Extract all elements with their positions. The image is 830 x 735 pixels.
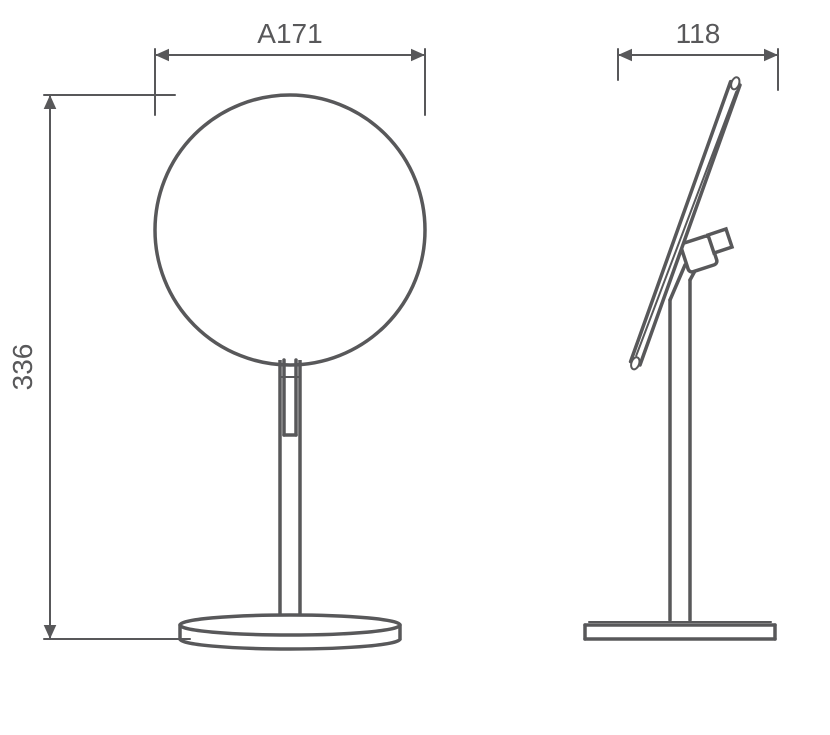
dimension-label: 336 bbox=[7, 344, 38, 391]
dimension-label: A171 bbox=[257, 18, 322, 49]
front-view bbox=[155, 95, 425, 649]
dimension-label: 118 bbox=[676, 18, 721, 49]
side-view bbox=[585, 76, 775, 639]
technical-drawing: A171 118 336 bbox=[0, 0, 830, 735]
